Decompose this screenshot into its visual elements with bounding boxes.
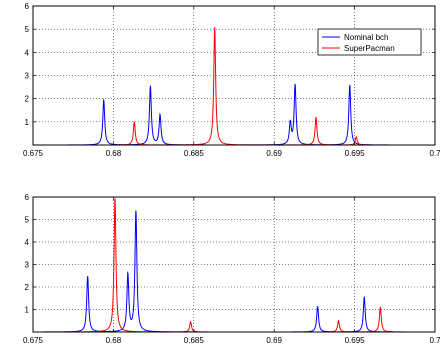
x-tick-label: 0.69 <box>266 336 282 345</box>
legend-box <box>317 28 422 56</box>
top-chart-panel: 0.675 0.68 0.685 0.69 0.695 0.7 1 2 3 4 5 6 Nominal … <box>23 2 440 158</box>
y-tick-label: 5 <box>25 216 30 225</box>
y-tick-label: 4 <box>25 238 30 247</box>
y-tick-label: 1 <box>25 306 30 315</box>
bottom-chart-panel: 0.675 0.68 0.685 0.69 0.695 0.7 1 2 3 4 5 6 <box>23 193 440 345</box>
x-tick-label: 0.7 <box>429 336 440 345</box>
y-tick-label: 6 <box>25 193 30 202</box>
x-tick-label: 0.7 <box>429 149 440 158</box>
x-tick-label: 0.68 <box>106 149 122 158</box>
legend-label: SuperPacman <box>344 44 395 53</box>
y-tick-label: 3 <box>25 261 30 270</box>
x-tick-label: 0.695 <box>345 149 366 158</box>
y-tick-label: 3 <box>25 72 30 81</box>
x-tick-label: 0.695 <box>345 336 366 345</box>
y-tick-label: 5 <box>25 25 30 34</box>
y-tick-label: 2 <box>25 283 30 292</box>
x-tick-label: 0.69 <box>266 149 282 158</box>
legend: Nominal bch SuperPacman <box>317 28 422 56</box>
y-tick-label: 6 <box>25 2 30 11</box>
x-tick-label: 0.675 <box>23 336 44 345</box>
legend-label: Nominal bch <box>344 33 388 42</box>
y-tick-label: 2 <box>25 95 30 104</box>
x-tick-label: 0.685 <box>184 336 205 345</box>
y-tick-label: 4 <box>25 48 30 57</box>
x-tick-label: 0.68 <box>106 336 122 345</box>
y-tick-label: 1 <box>25 118 30 127</box>
x-tick-label: 0.685 <box>184 149 205 158</box>
x-tick-label: 0.675 <box>23 149 44 158</box>
